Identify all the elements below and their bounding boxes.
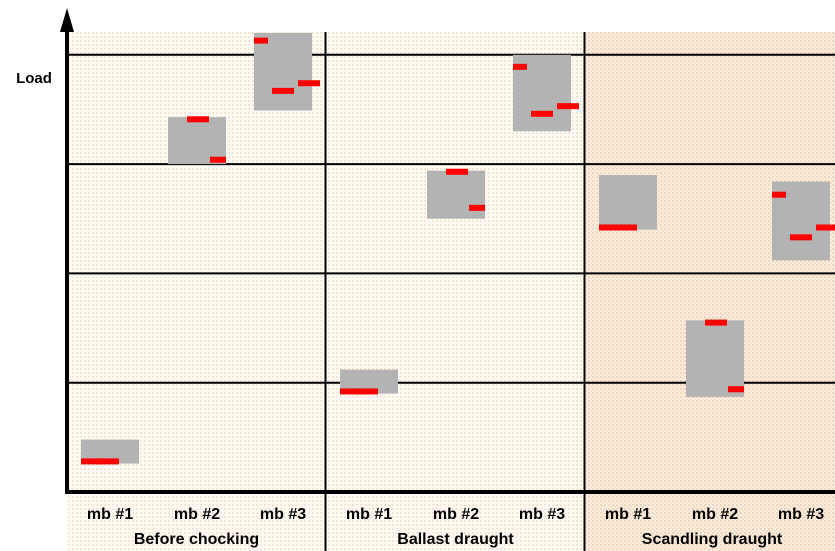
measure-mark bbox=[816, 224, 835, 231]
measure-mark bbox=[81, 458, 103, 465]
measure-mark bbox=[356, 388, 378, 395]
category-label: mb #3 bbox=[519, 506, 565, 523]
measure-mark bbox=[615, 224, 637, 231]
data-boxes bbox=[81, 32, 835, 465]
range-box-3 bbox=[254, 32, 312, 111]
range-box-7 bbox=[599, 175, 657, 230]
measure-mark bbox=[210, 156, 226, 163]
category-label: mb #2 bbox=[433, 506, 479, 523]
category-label: mb #3 bbox=[260, 506, 306, 523]
measure-mark bbox=[254, 37, 268, 44]
group-label: Scandling draught bbox=[642, 531, 783, 548]
measure-mark bbox=[446, 168, 468, 175]
gridlines bbox=[67, 32, 835, 551]
y-axis-label: Load bbox=[16, 70, 52, 87]
measure-mark bbox=[557, 103, 579, 110]
range-box-5 bbox=[427, 170, 485, 219]
axes bbox=[60, 8, 835, 494]
measure-mark bbox=[513, 63, 527, 70]
range-box-8 bbox=[686, 320, 744, 397]
measure-mark bbox=[187, 116, 209, 123]
category-label: mb #2 bbox=[174, 506, 220, 523]
background-bands bbox=[67, 32, 835, 551]
measure-mark bbox=[705, 319, 727, 326]
measure-mark bbox=[728, 386, 744, 393]
category-label: mb #3 bbox=[778, 506, 824, 523]
y-axis-arrow-icon bbox=[60, 8, 74, 32]
measure-mark bbox=[298, 80, 320, 87]
band-3 bbox=[585, 32, 835, 551]
measure-mark bbox=[531, 110, 553, 117]
measure-mark bbox=[790, 234, 812, 241]
category-label: mb #1 bbox=[87, 506, 133, 523]
measure-mark bbox=[469, 204, 485, 211]
measure-mark bbox=[272, 87, 294, 94]
category-label: mb #1 bbox=[346, 506, 392, 523]
category-label: mb #1 bbox=[605, 506, 651, 523]
measure-mark bbox=[772, 191, 786, 198]
measure-mark bbox=[340, 388, 362, 395]
category-label: mb #2 bbox=[692, 506, 738, 523]
measure-mark bbox=[97, 458, 119, 465]
measure-mark bbox=[599, 224, 621, 231]
group-label: Ballast draught bbox=[397, 531, 514, 548]
group-label: Before chocking bbox=[134, 531, 259, 548]
range-box-2 bbox=[168, 117, 226, 165]
